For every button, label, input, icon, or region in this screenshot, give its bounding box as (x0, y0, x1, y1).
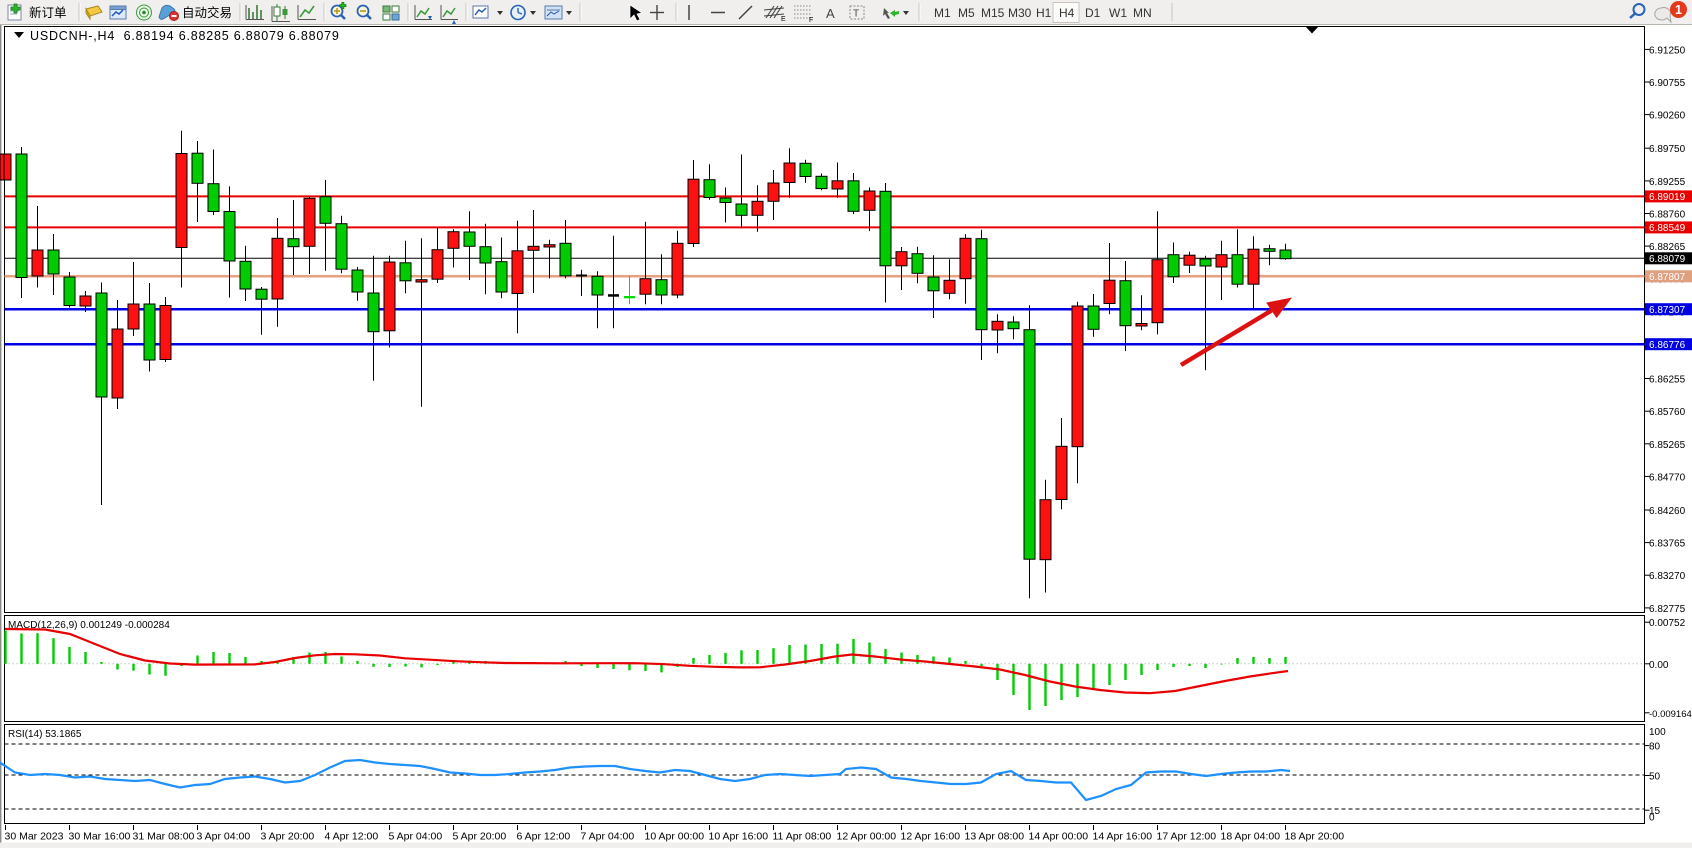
svg-text:M15: M15 (981, 6, 1005, 20)
svg-text:12 Apr 00:00: 12 Apr 00:00 (837, 831, 897, 843)
svg-text:0: 0 (1649, 813, 1655, 824)
svg-text:6.84770: 6.84770 (1649, 472, 1686, 483)
svg-text:30 Mar 2023: 30 Mar 2023 (5, 831, 64, 843)
svg-text:5 Apr 20:00: 5 Apr 20:00 (453, 831, 507, 843)
svg-text:6.88265: 6.88265 (1649, 242, 1686, 253)
svg-text:5 Apr 04:00: 5 Apr 04:00 (389, 831, 443, 843)
svg-text:M1: M1 (934, 6, 951, 20)
svg-text:6.89255: 6.89255 (1649, 177, 1686, 188)
svg-text:6.85265: 6.85265 (1649, 440, 1686, 451)
svg-text:10 Apr 00:00: 10 Apr 00:00 (645, 831, 705, 843)
svg-text:1: 1 (1675, 3, 1682, 17)
svg-text:H4: H4 (1059, 6, 1075, 20)
svg-text:100: 100 (1649, 727, 1666, 738)
svg-text:M5: M5 (958, 6, 975, 20)
svg-text:6.83270: 6.83270 (1649, 571, 1686, 582)
svg-text:6.89019: 6.89019 (1649, 192, 1686, 203)
svg-text:RSI(14) 53.1865: RSI(14) 53.1865 (8, 729, 82, 740)
svg-text:D1: D1 (1085, 6, 1101, 20)
svg-text:6.86255: 6.86255 (1649, 375, 1686, 386)
svg-text:3 Apr 20:00: 3 Apr 20:00 (261, 831, 315, 843)
svg-text:80: 80 (1649, 742, 1661, 753)
svg-text:E: E (781, 16, 786, 23)
svg-text:6.90260: 6.90260 (1649, 111, 1686, 122)
svg-text:6.90755: 6.90755 (1649, 78, 1686, 89)
svg-text:18 Apr 20:00: 18 Apr 20:00 (1285, 831, 1345, 843)
svg-text:自动交易: 自动交易 (182, 5, 232, 20)
svg-text:11 Apr 08:00: 11 Apr 08:00 (773, 831, 832, 843)
svg-text:30 Mar 16:00: 30 Mar 16:00 (69, 831, 131, 843)
svg-text:F: F (809, 17, 813, 24)
svg-text:A: A (826, 6, 835, 21)
svg-text:6.88760: 6.88760 (1649, 210, 1686, 221)
svg-text:6.87807: 6.87807 (1649, 272, 1686, 283)
svg-text:6.84260: 6.84260 (1649, 506, 1686, 517)
svg-text:3 Apr 04:00: 3 Apr 04:00 (197, 831, 251, 843)
svg-text:6.86776: 6.86776 (1649, 340, 1686, 351)
svg-text:MACD(12,26,9) 0.001249 -0.0002: MACD(12,26,9) 0.001249 -0.000284 (8, 620, 170, 631)
svg-text:0.00: 0.00 (1649, 660, 1669, 671)
svg-text:T: T (853, 9, 859, 20)
svg-text:10 Apr 16:00: 10 Apr 16:00 (709, 831, 769, 843)
svg-text:6.82775: 6.82775 (1649, 604, 1686, 615)
svg-text:MN: MN (1133, 6, 1152, 20)
svg-text:4 Apr 12:00: 4 Apr 12:00 (325, 831, 379, 843)
svg-text:-0.009164: -0.009164 (1649, 709, 1692, 720)
svg-text:6.88079: 6.88079 (1649, 254, 1686, 265)
svg-text:17 Apr 12:00: 17 Apr 12:00 (1157, 831, 1217, 843)
svg-text:12 Apr 16:00: 12 Apr 16:00 (901, 831, 961, 843)
svg-text:6.89750: 6.89750 (1649, 144, 1686, 155)
svg-text:6.83765: 6.83765 (1649, 539, 1686, 550)
svg-text:6.85760: 6.85760 (1649, 407, 1686, 418)
svg-text:14 Apr 16:00: 14 Apr 16:00 (1093, 831, 1153, 843)
svg-text:7 Apr 04:00: 7 Apr 04:00 (581, 831, 635, 843)
svg-text:新订单: 新订单 (29, 5, 67, 20)
svg-text:6.91250: 6.91250 (1649, 45, 1686, 56)
svg-text:31 Mar 08:00: 31 Mar 08:00 (133, 831, 195, 843)
svg-text:50: 50 (1649, 772, 1661, 783)
svg-text:6 Apr 12:00: 6 Apr 12:00 (517, 831, 571, 843)
svg-text:M30: M30 (1008, 6, 1032, 20)
svg-text:0.00752: 0.00752 (1649, 618, 1686, 629)
svg-text:H1: H1 (1036, 6, 1052, 20)
svg-text:13 Apr 08:00: 13 Apr 08:00 (965, 831, 1025, 843)
svg-text:6.87307: 6.87307 (1649, 305, 1686, 316)
svg-text:6.88549: 6.88549 (1649, 223, 1686, 234)
svg-text:W1: W1 (1109, 6, 1127, 20)
svg-text:USDCNH-,H4 6.88194 6.88285 6.: USDCNH-,H4 6.88194 6.88285 6.88079 6.880… (30, 29, 340, 43)
svg-text:14 Apr 00:00: 14 Apr 00:00 (1029, 831, 1089, 843)
svg-text:15: 15 (1649, 806, 1661, 817)
svg-text:18 Apr 04:00: 18 Apr 04:00 (1221, 831, 1281, 843)
